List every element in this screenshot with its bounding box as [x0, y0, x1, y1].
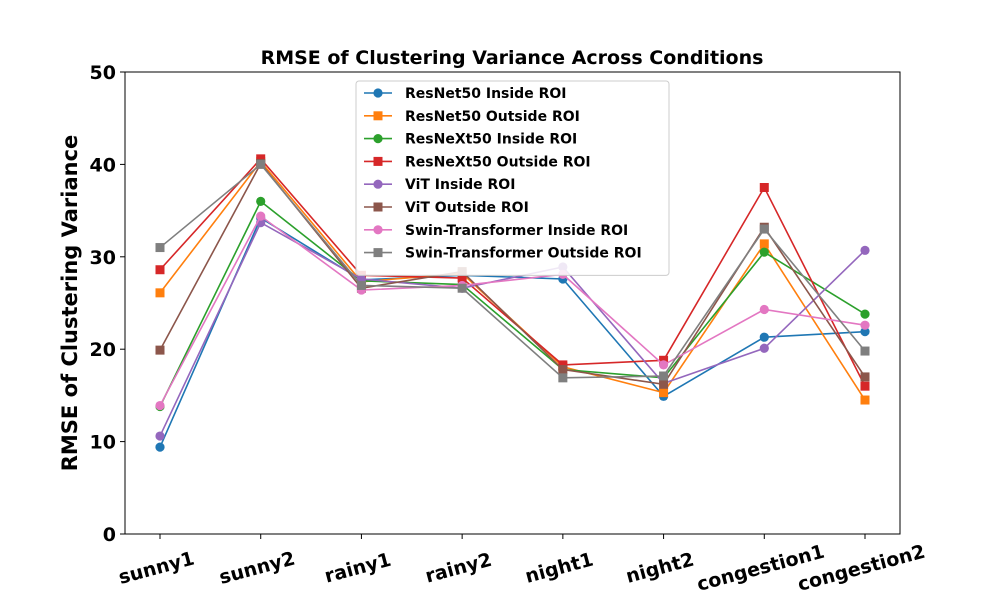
data-point [155, 243, 165, 253]
data-point [759, 247, 769, 257]
legend-label: Swin-Transformer Inside ROI [405, 223, 628, 239]
data-point [558, 373, 568, 383]
legend-label: Swin-Transformer Outside ROI [405, 246, 642, 262]
data-point [860, 395, 870, 405]
data-point [860, 245, 870, 255]
data-point [659, 379, 669, 389]
legend-marker [373, 248, 383, 258]
legend-item: Swin-Transformer Outside ROI [364, 246, 642, 262]
plot-area [155, 154, 870, 452]
chart-title: RMSE of Clustering Variance Across Condi… [261, 47, 764, 69]
y-axis: 0 10 20 30 40 50 [90, 62, 125, 546]
data-point [860, 320, 870, 330]
legend-label: ViT Inside ROI [405, 177, 515, 193]
x-tick-label: rainy2 [423, 549, 494, 588]
legend-marker [373, 202, 383, 212]
data-point [759, 224, 769, 234]
data-point [155, 345, 165, 355]
data-point [659, 355, 669, 365]
legend: ResNet50 Inside ROI ResNet50 Outside ROI R… [355, 80, 670, 276]
data-point [759, 332, 769, 342]
data-point [155, 265, 165, 275]
y-tick-label: 40 [90, 154, 116, 176]
legend-label: ResNet50 Inside ROI [405, 86, 566, 102]
x-tick-label: sunny2 [217, 548, 298, 589]
legend-item: ViT Inside ROI [364, 177, 515, 193]
data-point [256, 154, 266, 164]
data-point [356, 280, 366, 290]
data-point [659, 371, 669, 381]
x-tick-label: night2 [624, 549, 697, 588]
legend-label: ResNet50 Outside ROI [405, 109, 580, 125]
legend-item: ViT Outside ROI [364, 200, 529, 216]
legend-marker [373, 134, 383, 144]
legend-label: ViT Outside ROI [405, 200, 529, 216]
x-axis: sunny1 sunny2 rainy1 rainy2 night1 night2cong… [116, 534, 928, 596]
data-point [558, 365, 568, 375]
series-line [159, 221, 866, 437]
data-point [256, 211, 266, 221]
data-point [860, 309, 870, 319]
data-point [457, 273, 467, 283]
data-point [658, 360, 669, 370]
data-point [860, 327, 870, 337]
data-point [860, 346, 870, 356]
legend-item: ResNeXt50 Outside ROI [364, 154, 591, 170]
series-line [159, 214, 866, 406]
legend-marker [373, 88, 383, 98]
data-point [155, 442, 165, 452]
legend-item: Swin-Transformer Inside ROI [364, 223, 628, 239]
plot-frame [124, 71, 901, 535]
legend-marker [373, 225, 383, 235]
y-tick-label: 30 [90, 247, 116, 269]
y-tick-label: 0 [103, 524, 116, 546]
data-point [256, 196, 266, 206]
x-tick-label: night1 [523, 549, 596, 588]
data-point [659, 388, 669, 398]
y-tick-label: 50 [90, 62, 116, 84]
data-point [759, 304, 769, 315]
y-axis-label: RMSE of Clustering Variance [58, 135, 82, 472]
legend-marker [373, 111, 383, 121]
data-point [759, 183, 769, 192]
data-point [155, 288, 165, 298]
y-tick-label: 20 [90, 339, 116, 361]
legend-item: ResNet50 Inside ROI [364, 86, 566, 102]
legend-label: ResNeXt50 Inside ROI [405, 132, 577, 148]
legend-box [355, 80, 670, 276]
data-point [155, 400, 165, 411]
legend-item: ResNeXt50 Inside ROI [364, 132, 577, 148]
data-point [457, 283, 467, 293]
data-point [860, 381, 870, 391]
series-line [159, 200, 866, 407]
x-tick-label: sunny1 [116, 548, 197, 589]
legend-marker [373, 179, 383, 189]
x-tick-label: rainy1 [322, 549, 393, 588]
data-point [256, 159, 266, 169]
data-point [759, 343, 769, 353]
legend-label: ResNeXt50 Outside ROI [405, 154, 591, 170]
data-point [155, 431, 165, 441]
data-point [860, 372, 870, 382]
data-point [759, 239, 769, 249]
series-line [159, 163, 866, 379]
series-7 [155, 159, 870, 383]
legend-marker [373, 156, 383, 166]
legend-item: ResNet50 Outside ROI [364, 109, 580, 125]
data-point [558, 360, 568, 370]
y-tick-label: 10 [90, 432, 116, 454]
